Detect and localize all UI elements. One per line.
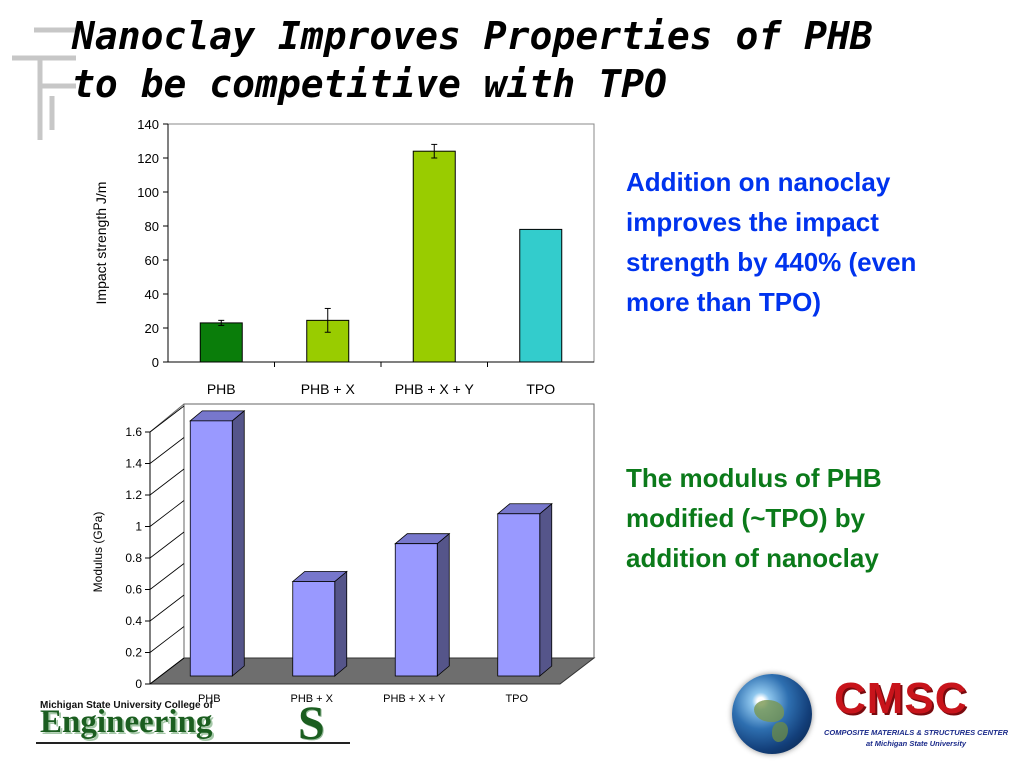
y-tick-label: 0.4	[125, 614, 142, 628]
corner-decoration	[12, 27, 76, 140]
bar-side	[334, 570, 348, 677]
impact-strength-note: Addition on nanoclay improves the impact…	[626, 167, 917, 317]
cmsc-subtitle: COMPOSITE MATERIALS & STRUCTURES CENTER	[823, 728, 1009, 737]
x-tick-label: TPO	[526, 381, 555, 397]
cmsc-subtitle-location: at Michigan State University	[865, 739, 967, 748]
bar-3	[412, 150, 456, 363]
x-tick-label: PHB + X	[301, 381, 356, 397]
title-line-1: Nanoclay Improves Properties of PHB	[72, 14, 873, 58]
modulus-chart: 0 0.2 0.4 0.6 0.8 1 1.2 1.4 1.6 PHB PHB + X PHB + X…	[91, 403, 596, 705]
bar-side	[231, 409, 245, 677]
y-tick-label: 40	[145, 287, 159, 302]
y-tick-label: 1	[135, 520, 142, 534]
x-tick-label: PHB + X + Y	[383, 693, 446, 705]
y-tick-label: 120	[137, 151, 159, 166]
y-tick-label: 0.2	[125, 646, 142, 660]
bar-4	[496, 502, 553, 677]
tick-depth-line	[149, 468, 185, 496]
modulus-note: The modulus of PHB modified (~TPO) by ad…	[626, 463, 882, 573]
bar-front	[189, 420, 233, 677]
globe-icon	[732, 674, 812, 754]
tick-depth-line	[149, 531, 185, 559]
x-tick-label: PHB	[207, 381, 236, 397]
tick-depth-line	[149, 563, 185, 590]
x-tick-label: PHB + X + Y	[395, 381, 475, 397]
tick-depth-line	[149, 500, 185, 527]
slide-title: Nanoclay Improves Properties of PHB to b…	[72, 12, 972, 108]
cmsc-logo: CMSC COMPOSITE MATERIALS & STRUCTURES CE…	[726, 670, 1016, 762]
x-tick-label: PHB + X	[291, 693, 334, 705]
bar-1	[199, 322, 243, 363]
cmsc-wordmark: CMSC	[834, 674, 968, 723]
y-tick-label: 1.4	[125, 457, 142, 471]
msu-s-logo: S	[298, 697, 325, 750]
title-line-2: to be competitive with TPO	[72, 62, 667, 106]
y-tick-label: 60	[145, 253, 159, 268]
tick-depth-line	[149, 626, 185, 653]
tick-depth-line	[149, 657, 185, 685]
y-axis-label: Modulus (GPa)	[91, 512, 105, 593]
y-axis-label: Impact strength J/m	[93, 182, 109, 305]
impact-strength-chart: 0 20 40 60 80 100 120 140 PHB PHB + X PHB + X + Y T…	[93, 117, 595, 397]
y-tick-label: 140	[137, 117, 159, 132]
bar-side	[539, 502, 553, 677]
y-tick-label: 0.8	[125, 551, 142, 565]
y-tick-label: 1.6	[125, 425, 142, 439]
msu-college-text: Michigan State University College of	[40, 700, 213, 711]
footer-rule	[36, 742, 350, 744]
bar-1	[189, 409, 246, 677]
tick-depth-line	[149, 405, 185, 433]
y-tick-label: 0	[135, 677, 142, 691]
bar-front	[497, 513, 541, 677]
bar-3	[394, 532, 451, 677]
tick-depth-line	[149, 594, 185, 622]
y-tick-label: 100	[137, 185, 159, 200]
y-tick-label: 20	[145, 321, 159, 336]
bar-front	[394, 543, 438, 677]
x-tick-label: TPO	[505, 693, 528, 705]
y-tick-label: 0.6	[125, 583, 142, 597]
y-tick-label: 0	[152, 355, 159, 370]
y-tick-label: 80	[145, 219, 159, 234]
bar-front	[292, 581, 336, 677]
msu-engineering-logo: Engineering Michigan State University Co…	[36, 692, 352, 748]
tick-depth-line	[149, 437, 185, 464]
y-tick-label: 1.2	[125, 488, 142, 502]
x-tick-label: PHB	[198, 693, 221, 705]
bar-2	[291, 570, 348, 677]
bar-4	[519, 228, 563, 363]
bar-side	[436, 532, 450, 677]
engineering-wordmark: Engineering	[40, 704, 213, 740]
